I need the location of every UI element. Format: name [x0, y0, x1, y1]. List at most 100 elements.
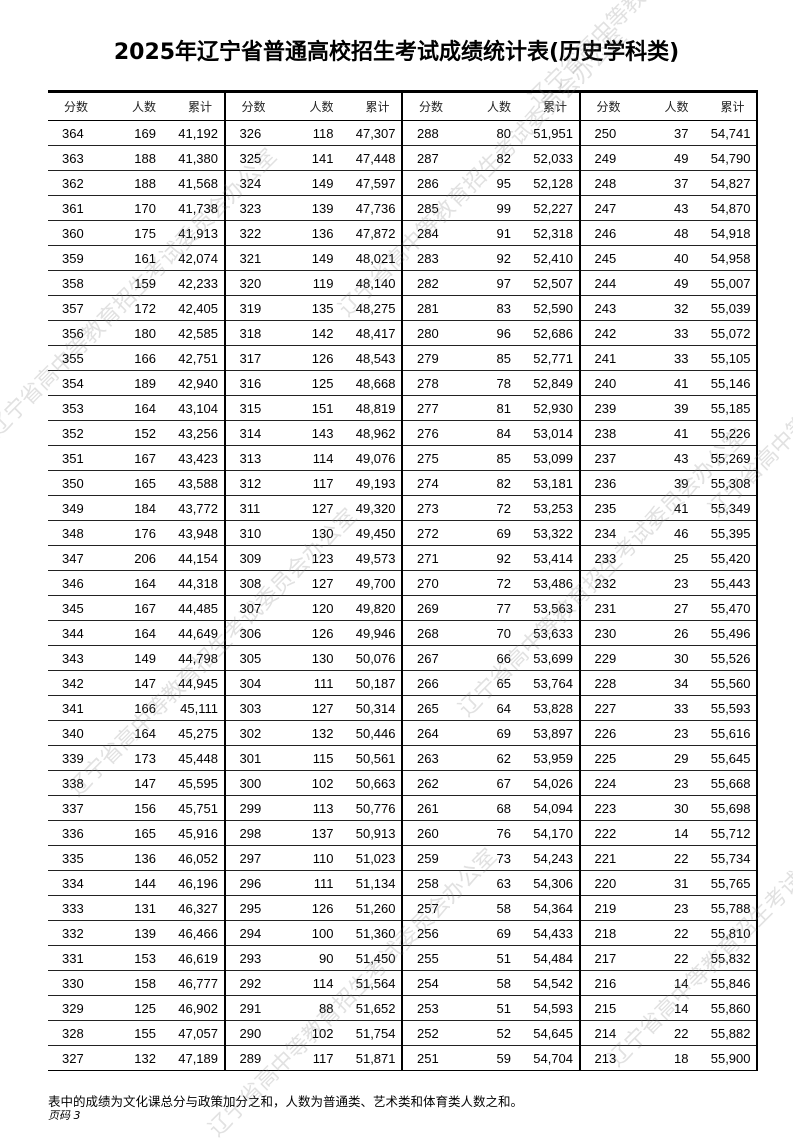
score-cell: 280 — [417, 325, 439, 341]
score-cell: 217 — [594, 950, 617, 966]
table-row: 345 167 44,485 — [48, 596, 224, 621]
count-cell: 23 — [674, 725, 689, 741]
table-row: 276 84 53,014 — [403, 421, 579, 446]
cumulative-cell: 47,189 — [178, 1050, 218, 1066]
table-row: 253 51 54,593 — [403, 996, 579, 1021]
table-row: 233 25 55,420 — [580, 546, 756, 571]
table-row: 341 166 45,111 — [48, 696, 224, 721]
count-cell: 18 — [674, 1050, 689, 1066]
score-cell: 364 — [62, 125, 84, 141]
count-cell: 69 — [496, 525, 511, 541]
count-cell: 125 — [134, 1000, 156, 1016]
cumulative-cell: 54,870 — [710, 200, 751, 216]
count-cell: 30 — [674, 800, 689, 816]
count-cell: 114 — [312, 975, 334, 991]
score-cell: 303 — [239, 700, 262, 716]
table-row: 330 158 46,777 — [48, 971, 224, 996]
score-cell: 265 — [417, 700, 439, 716]
count-cell: 165 — [134, 825, 156, 841]
count-cell: 127 — [311, 575, 334, 591]
score-cell: 219 — [594, 900, 617, 916]
count-cell: 117 — [312, 1050, 334, 1066]
cumulative-cell: 47,057 — [178, 1025, 218, 1041]
count-cell: 82 — [496, 150, 511, 166]
table-row: 355 166 42,751 — [48, 346, 224, 371]
count-cell: 127 — [311, 500, 334, 516]
count-cell: 175 — [134, 225, 156, 241]
table-row: 316 125 48,668 — [225, 371, 401, 396]
score-cell: 262 — [417, 775, 439, 791]
table-row: 249 49 54,790 — [580, 146, 756, 171]
table-row: 273 72 53,253 — [403, 496, 579, 521]
score-cell: 328 — [62, 1025, 84, 1041]
page-number: 页码 3 — [48, 1109, 81, 1122]
table-row: 364 169 41,192 — [48, 121, 224, 146]
cumulative-cell: 55,560 — [710, 675, 751, 691]
table-row: 256 69 54,433 — [403, 921, 579, 946]
table-row: 247 43 54,870 — [580, 196, 756, 221]
cumulative-cell: 53,959 — [533, 750, 573, 766]
table-row: 227 33 55,593 — [580, 696, 756, 721]
score-cell: 321 — [239, 250, 262, 266]
count-cell: 120 — [311, 600, 334, 616]
score-cell: 334 — [62, 875, 84, 891]
count-cell: 85 — [496, 350, 511, 366]
count-cell: 172 — [134, 300, 156, 316]
score-cell: 257 — [417, 900, 439, 916]
table-row: 254 58 54,542 — [403, 971, 579, 996]
table-row: 291 88 51,652 — [225, 996, 401, 1021]
footnote: 表中的成绩为文化课总分与政策加分之和，人数为普通类、艺术类和体育类人数之和。 — [48, 1094, 524, 1109]
table-row: 241 33 55,105 — [580, 346, 756, 371]
score-cell: 215 — [594, 1000, 617, 1016]
cumulative-cell: 55,269 — [710, 450, 751, 466]
cumulative-cell: 55,072 — [710, 325, 751, 341]
header-count: 人数 — [486, 100, 511, 114]
cumulative-cell: 55,668 — [710, 775, 751, 791]
table-row: 243 32 55,039 — [580, 296, 756, 321]
cumulative-cell: 54,170 — [533, 825, 573, 841]
table-row: 229 30 55,526 — [580, 646, 756, 671]
table-row: 361 170 41,738 — [48, 196, 224, 221]
score-cell: 309 — [239, 550, 262, 566]
score-cell: 320 — [239, 275, 262, 291]
cumulative-cell: 51,260 — [355, 900, 396, 916]
count-cell: 88 — [319, 1000, 334, 1016]
score-cell: 294 — [239, 925, 262, 941]
count-cell: 23 — [674, 900, 689, 916]
score-cell: 264 — [417, 725, 439, 741]
cumulative-cell: 55,860 — [710, 1000, 751, 1016]
score-cell: 235 — [594, 500, 617, 516]
score-cell: 295 — [239, 900, 262, 916]
table-row: 311 127 49,320 — [225, 496, 401, 521]
table-row: 232 23 55,443 — [580, 571, 756, 596]
score-cell: 272 — [417, 525, 439, 541]
score-cell: 251 — [417, 1050, 439, 1066]
count-cell: 22 — [674, 950, 689, 966]
cumulative-cell: 55,496 — [710, 625, 751, 641]
table-row: 266 65 53,764 — [403, 671, 579, 696]
count-cell: 34 — [674, 675, 689, 691]
score-cell: 230 — [594, 625, 617, 641]
score-cell: 356 — [62, 325, 84, 341]
score-cell: 252 — [417, 1025, 439, 1041]
score-cell: 351 — [62, 450, 84, 466]
table-row: 275 85 53,099 — [403, 446, 579, 471]
table-row: 300 102 50,663 — [225, 771, 401, 796]
table-row: 287 82 52,033 — [403, 146, 579, 171]
count-cell: 81 — [496, 400, 511, 416]
count-cell: 83 — [496, 300, 511, 316]
cumulative-cell: 46,619 — [178, 950, 218, 966]
cumulative-cell: 49,946 — [355, 625, 396, 641]
count-cell: 158 — [134, 975, 156, 991]
cumulative-cell: 41,738 — [178, 200, 218, 216]
count-cell: 33 — [674, 700, 689, 716]
table-row: 261 68 54,094 — [403, 796, 579, 821]
cumulative-cell: 53,563 — [533, 600, 573, 616]
score-cell: 333 — [62, 900, 84, 916]
cumulative-cell: 52,128 — [533, 175, 573, 191]
cumulative-cell: 54,026 — [533, 775, 573, 791]
cumulative-cell: 51,360 — [355, 925, 396, 941]
score-cell: 234 — [594, 525, 617, 541]
table-row: 224 23 55,668 — [580, 771, 756, 796]
score-cell: 353 — [62, 400, 84, 416]
